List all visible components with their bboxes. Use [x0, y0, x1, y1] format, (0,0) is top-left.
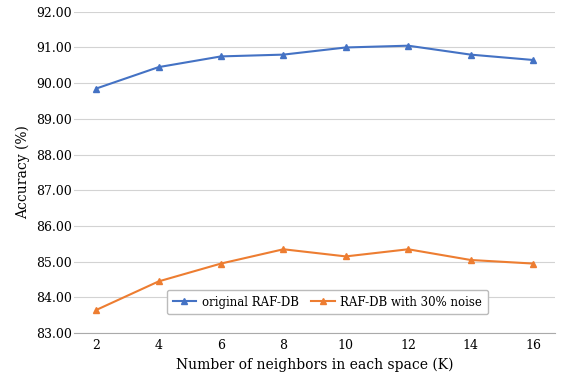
Legend: original RAF-DB, RAF-DB with 30% noise: original RAF-DB, RAF-DB with 30% noise	[167, 290, 488, 314]
original RAF-DB	[343, 45, 349, 50]
original RAF-DB	[93, 86, 100, 91]
original RAF-DB	[405, 44, 412, 48]
RAF-DB with 30% noise	[405, 247, 412, 252]
RAF-DB with 30% noise	[530, 261, 537, 266]
X-axis label: Number of neighbors in each space (K): Number of neighbors in each space (K)	[176, 358, 454, 372]
Line: RAF-DB with 30% noise: RAF-DB with 30% noise	[93, 246, 537, 314]
RAF-DB with 30% noise	[280, 247, 287, 252]
RAF-DB with 30% noise	[217, 261, 224, 266]
original RAF-DB	[530, 58, 537, 62]
RAF-DB with 30% noise	[155, 279, 162, 284]
Y-axis label: Accuracy (%): Accuracy (%)	[16, 125, 30, 220]
original RAF-DB	[467, 52, 474, 57]
original RAF-DB	[155, 65, 162, 69]
original RAF-DB	[217, 54, 224, 59]
Line: original RAF-DB: original RAF-DB	[93, 42, 537, 92]
RAF-DB with 30% noise	[467, 258, 474, 262]
RAF-DB with 30% noise	[343, 254, 349, 259]
RAF-DB with 30% noise	[93, 308, 100, 312]
original RAF-DB	[280, 52, 287, 57]
